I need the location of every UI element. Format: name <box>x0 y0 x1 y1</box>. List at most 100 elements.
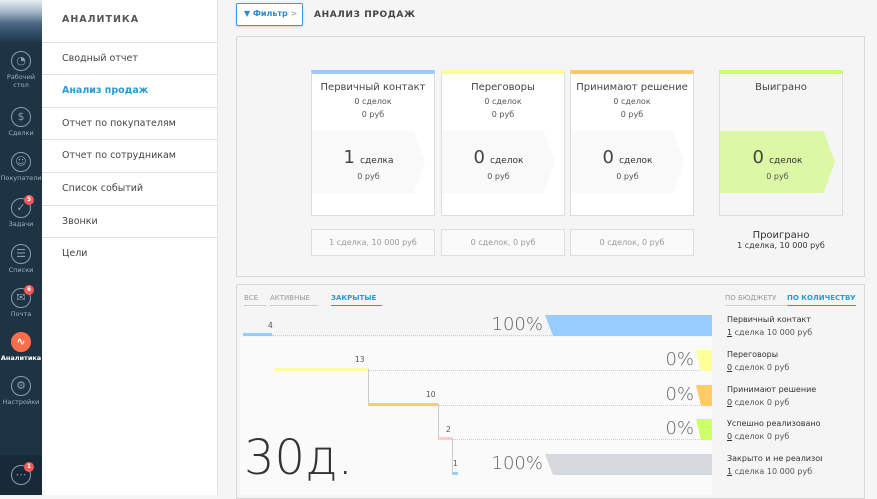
nav-dashboard[interactable]: ◔ Рабочий стол <box>0 51 42 89</box>
stage-legend: Принимают решение 0 сделок 0 руб <box>727 385 822 407</box>
stage-legend: Первичный контакт 1 сделка 10 000 руб <box>727 315 822 337</box>
menu-item-events[interactable]: Список событий <box>42 172 218 205</box>
tab-closed[interactable]: ЗАКРЫТЫЕ <box>331 294 383 306</box>
nav-tasks[interactable]: ✓ Задачи 5 <box>0 195 42 228</box>
stage-count: 0 <box>473 147 485 168</box>
ladder-value: 13 <box>355 355 365 364</box>
row-percent: 0% <box>665 349 694 370</box>
profile-image[interactable] <box>0 0 42 42</box>
chevron-right-icon: > <box>290 9 298 18</box>
row-percent: 100% <box>491 453 543 474</box>
menu-item-customers-report[interactable]: Отчет по покупателям <box>42 107 218 140</box>
nav-label: Списки <box>8 266 34 274</box>
stage-legend-name: Успешно реализовано <box>727 419 821 428</box>
stage-count-link[interactable]: 0 <box>727 398 733 407</box>
won-name: Выиграно <box>755 82 807 93</box>
stage-sum: 0 руб <box>491 110 515 119</box>
stage-name: Переговоры <box>471 82 535 93</box>
won-card[interactable]: Выиграно 0 сделок 0 руб <box>719 70 843 216</box>
won-sum: 0 руб <box>766 172 789 181</box>
mail-icon: ✉ <box>11 288 31 308</box>
tab-all[interactable]: ВСЕ <box>244 294 267 306</box>
stage-legend-detail: сделок 0 руб <box>732 363 790 372</box>
filter-icon: ▼ <box>244 9 251 18</box>
stage-count-link[interactable]: 1 <box>727 328 733 337</box>
stage-arrow: 1 сделка 0 руб <box>312 131 425 193</box>
menu-item-calls[interactable]: Звонки <box>42 205 218 238</box>
nav-lists[interactable]: ☰ Списки <box>0 244 42 274</box>
filter-label: Фильтр <box>252 9 288 18</box>
stage-legend: Закрыто и не реализовано 1 сделка 10 000 … <box>727 454 822 476</box>
list-icon: ☰ <box>11 244 31 264</box>
nav-customers[interactable]: ☺ Покупатели <box>0 152 42 182</box>
nav-mail[interactable]: ✉ Почта 6 <box>0 285 42 318</box>
menu-item-goals[interactable]: Цели <box>42 237 218 270</box>
stage-legend-detail: сделка 10 000 руб <box>732 467 813 476</box>
row-guide <box>438 405 712 406</box>
mail-badge: 6 <box>24 285 34 295</box>
tab-active[interactable]: АКТИВНЫЕ <box>270 294 318 306</box>
stage-legend: Переговоры 0 сделок 0 руб <box>727 350 822 372</box>
nav-deals[interactable]: $ Сделки <box>0 107 42 137</box>
ladder-step <box>452 472 458 475</box>
menu-item-summary[interactable]: Сводный отчет <box>42 42 218 75</box>
row-guide <box>368 370 712 371</box>
nav-label: Сделки <box>8 129 34 137</box>
stage-bar <box>696 350 712 371</box>
stage-sum: 0 руб <box>620 110 644 119</box>
stage-legend-name: Первичный контакт <box>727 315 811 324</box>
chat-badge: 1 <box>24 462 34 472</box>
stage-legend-name: Принимают решение <box>727 385 817 394</box>
nav-label: Аналитика <box>0 354 42 362</box>
menu-item-sales-analysis[interactable]: Анализ продаж <box>42 74 218 107</box>
mode-count[interactable]: ПО КОЛИЧЕСТВУ <box>787 294 856 306</box>
lost-summary[interactable]: Проиграно 1 сделка, 10 000 руб <box>719 230 843 250</box>
stage-sum: 0 руб <box>361 110 385 119</box>
won-count: 0 <box>752 147 764 168</box>
stage-card[interactable]: Принимают решение 0 сделок 0 руб 0 сдело… <box>570 70 694 216</box>
won-arrow: 0 сделок 0 руб <box>720 131 835 193</box>
cycle-days: 30д. <box>244 430 353 486</box>
stage-count-label: сделка <box>360 156 394 166</box>
nav-settings[interactable]: ⚙ Настройки <box>0 376 42 406</box>
menu-item-employees-report[interactable]: Отчет по сотрудникам <box>42 139 218 172</box>
stage-bar <box>545 315 712 336</box>
lost-detail: 1 сделка, 10 000 руб <box>737 241 825 250</box>
stage-legend-detail: сделок 0 руб <box>732 432 790 441</box>
stage-legend-name: Закрыто и не реализовано <box>727 454 822 463</box>
stage-card[interactable]: Первичный контакт 0 сделок 0 руб 1 сделк… <box>311 70 435 216</box>
stage-count-link[interactable]: 0 <box>727 363 733 372</box>
stage-deals: 0 сделок <box>613 97 651 106</box>
ladder-connector <box>438 404 439 438</box>
filter-button[interactable]: ▼ Фильтр > <box>236 3 303 26</box>
chat-button[interactable]: ⋯ 1 <box>0 455 42 495</box>
stage-name: Первичный контакт <box>320 82 426 93</box>
stage-legend: Успешно реализовано 0 сделок 0 руб <box>727 419 822 441</box>
stage-card[interactable]: Переговоры 0 сделок 0 руб 0 сделок 0 руб <box>441 70 565 216</box>
ladder-step <box>274 368 368 371</box>
stage-deals: 0 сделок <box>484 97 522 106</box>
mode-budget[interactable]: ПО БЮДЖЕТУ <box>725 294 787 306</box>
stage-deals: 0 сделок <box>354 97 392 106</box>
stage-name: Принимают решение <box>576 82 688 93</box>
stage-count-sum: 0 руб <box>487 172 510 181</box>
dashboard-icon: ◔ <box>11 51 31 71</box>
dollar-icon: $ <box>11 107 31 127</box>
analytics-menu: АНАЛИТИКА Сводный отчет Анализ продаж От… <box>42 0 218 495</box>
won-count-label: сделок <box>769 156 803 166</box>
stage-count-sum: 0 руб <box>616 172 639 181</box>
row-percent: 0% <box>665 384 694 405</box>
stage-count: 0 <box>602 147 614 168</box>
chat-icon: ⋯ <box>11 465 31 485</box>
stage-arrow: 0 сделок 0 руб <box>571 131 684 193</box>
ladder-step <box>368 403 438 406</box>
stage-total: 1 сделка, 10 000 руб <box>311 229 435 256</box>
stage-count-link[interactable]: 1 <box>727 467 733 476</box>
stage-bar <box>545 454 712 475</box>
stage-count-link[interactable]: 0 <box>727 432 733 441</box>
nav-analytics[interactable]: ∿ Аналитика <box>0 332 42 362</box>
row-percent: 100% <box>491 314 543 335</box>
ladder-step <box>438 437 452 440</box>
menu-title: АНАЛИТИКА <box>62 14 140 25</box>
nav-label: Настройки <box>2 398 40 406</box>
